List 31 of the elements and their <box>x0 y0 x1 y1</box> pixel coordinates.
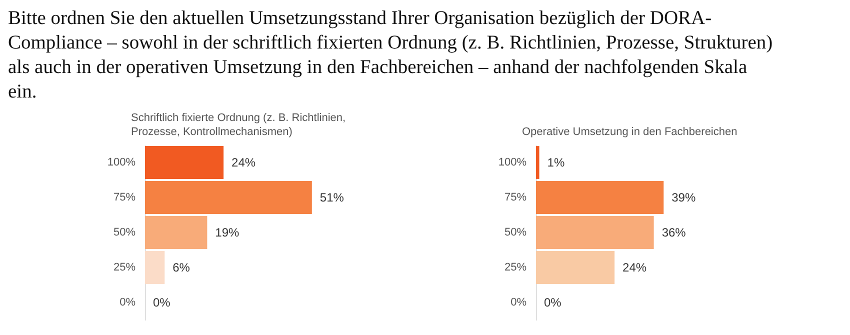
bar <box>145 181 312 214</box>
data-label: 24% <box>232 156 256 170</box>
bar <box>145 146 224 179</box>
data-label: 19% <box>215 226 240 240</box>
y-tick-label: 75% <box>113 192 136 204</box>
chart-title: Schriftlich fixierte Ordnung (z. B. Richtlinien, Prozesse, Kontrollmechanismen) <box>131 112 346 138</box>
y-tick-label: 25% <box>504 262 527 274</box>
bar <box>145 216 208 249</box>
bar <box>145 251 165 284</box>
data-label: 51% <box>320 190 344 204</box>
data-label: 0% <box>544 296 562 310</box>
bar <box>536 216 654 249</box>
data-label: 24% <box>622 260 647 274</box>
data-label: 6% <box>172 260 190 274</box>
y-tick-label: 100% <box>498 156 527 168</box>
bar <box>536 251 615 284</box>
data-label: 1% <box>547 156 565 170</box>
data-label: 0% <box>153 296 171 310</box>
data-label: 36% <box>662 226 686 240</box>
y-tick-label: 0% <box>510 296 527 308</box>
bar <box>536 146 540 179</box>
y-tick-label: 100% <box>107 156 136 168</box>
chart-title: Operative Umsetzung in den Fachbereichen <box>522 126 738 138</box>
y-tick-label: 75% <box>504 192 527 204</box>
y-tick-label: 50% <box>113 226 136 238</box>
y-tick-label: 50% <box>504 226 527 238</box>
y-tick-label: 0% <box>120 296 136 308</box>
data-label: 39% <box>672 190 696 204</box>
bar <box>536 181 664 214</box>
text: Bitte ordnen Sie den aktuellen Umsetzungsstand Ihrer Organisation bezüglich der DORA- Compliance – sowohl in der schriftlich fixierten Ordnung (z. B. Richtlinien, Prozesse, Strukturen) als auch in der operativen Umsetzung in den Fachbereichen – anhand der nachfolgenden Skala ein. <box>8 8 773 102</box>
y-tick-label: 25% <box>113 262 136 274</box>
